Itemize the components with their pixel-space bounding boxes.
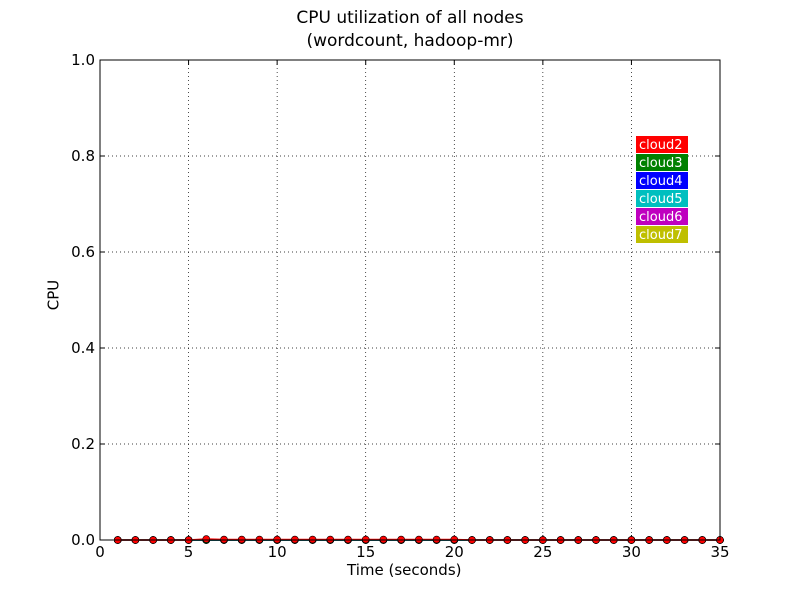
y-tick-label: 1.0 <box>71 51 95 69</box>
x-axis-label: Time (seconds) <box>347 561 462 579</box>
y-tick-label: 0.0 <box>71 531 95 549</box>
y-tick-label: 0.2 <box>71 435 95 453</box>
legend-swatch-cloud6 <box>636 208 688 225</box>
x-tick-label: 5 <box>184 543 194 561</box>
axes-frame <box>99 59 721 541</box>
x-tick-label: 10 <box>268 543 287 561</box>
y-tick-label: 0.6 <box>71 243 95 261</box>
legend-label-cloud2: cloud2 <box>639 138 682 153</box>
legend-swatch-cloud4 <box>636 172 688 189</box>
legend-label-cloud5: cloud5 <box>639 192 682 207</box>
legend-swatch-cloud7 <box>636 226 688 243</box>
legend-swatch-cloud2 <box>636 136 688 153</box>
x-tick-label: 35 <box>710 543 729 561</box>
legend-swatch-cloud3 <box>636 154 688 171</box>
y-axis-label: CPU <box>44 279 63 311</box>
x-tick-label: 20 <box>445 543 464 561</box>
legend-label-cloud6: cloud6 <box>639 210 682 225</box>
x-tick-label: 15 <box>356 543 375 561</box>
legend-label-cloud4: cloud4 <box>639 174 682 189</box>
legend-swatch-cloud5 <box>636 190 688 207</box>
x-tick-label: 25 <box>533 543 552 561</box>
y-tick-label: 0.4 <box>71 339 95 357</box>
legend-label-cloud3: cloud3 <box>639 156 682 171</box>
legend-label-cloud7: cloud7 <box>639 228 682 243</box>
chart-title: CPU utilization of all nodes <box>296 8 524 28</box>
x-tick-label: 30 <box>622 543 641 561</box>
data-point-cloud2 <box>202 535 211 543</box>
chart-subtitle: (wordcount, hadoop-mr) <box>306 31 514 51</box>
x-tick-label: 0 <box>95 543 105 561</box>
plot-area <box>100 60 720 540</box>
y-tick-label: 0.8 <box>71 147 95 165</box>
